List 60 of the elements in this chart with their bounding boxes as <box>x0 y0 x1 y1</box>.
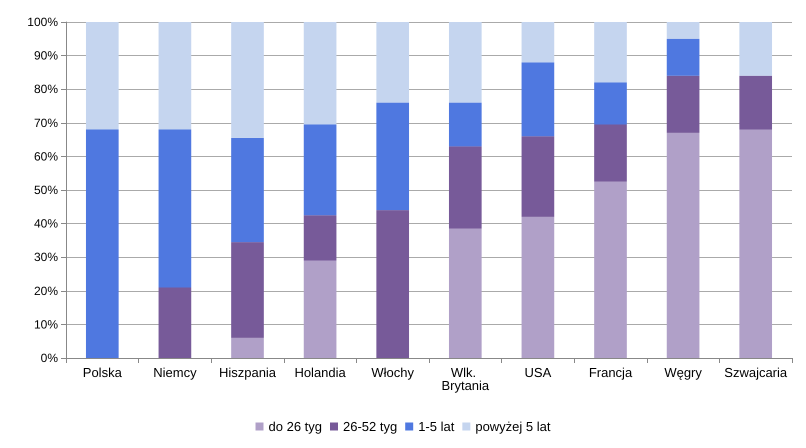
legend-label: 26-52 tyg <box>343 419 398 434</box>
bar <box>448 102 482 146</box>
bar <box>522 216 554 358</box>
bar <box>86 22 119 130</box>
legend-label: do 26 tyg <box>268 419 322 434</box>
x-tick-label: Wlk. Brytania <box>441 365 490 393</box>
bar <box>158 130 192 288</box>
y-tick-label: 100% <box>27 15 58 29</box>
bar <box>376 102 410 210</box>
bar <box>448 146 482 229</box>
bar <box>231 242 264 338</box>
bar <box>739 22 772 76</box>
legend-label: 1-5 lat <box>418 419 455 434</box>
bar <box>231 22 264 138</box>
x-tick-label: Węgry <box>664 365 702 380</box>
bar <box>304 260 336 358</box>
x-tick-label: Włochy <box>371 365 415 380</box>
bar <box>448 228 482 358</box>
bar <box>158 22 192 130</box>
bar <box>158 287 192 358</box>
y-tick-label: 20% <box>34 284 58 298</box>
bar <box>739 76 772 130</box>
bar <box>594 22 627 82</box>
legend-label: powyżej 5 lat <box>475 419 551 434</box>
bar <box>666 132 700 358</box>
y-tick-label: 60% <box>34 149 58 164</box>
bar <box>448 22 482 103</box>
y-tick-label: 0% <box>40 351 58 365</box>
x-tick-label: Polska <box>82 365 123 380</box>
bar <box>594 124 627 182</box>
y-tick-label: 50% <box>34 183 58 197</box>
bar <box>86 130 119 358</box>
x-tick-label: Szwajcaria <box>724 365 788 380</box>
y-tick-label: 80% <box>34 82 58 96</box>
x-tick-label: USA <box>524 365 552 380</box>
bar <box>522 62 554 136</box>
bar <box>594 182 627 358</box>
bar <box>304 22 336 124</box>
bar <box>739 130 772 358</box>
y-tick-label: 70% <box>34 116 58 130</box>
bar <box>231 138 264 242</box>
bar <box>666 22 700 39</box>
bar <box>666 76 700 133</box>
bar <box>304 215 336 261</box>
bar <box>376 22 410 103</box>
x-tick-label: Francja <box>588 365 633 380</box>
bar <box>594 82 627 124</box>
bar <box>666 38 700 76</box>
y-tick-label: 10% <box>34 317 58 332</box>
bar <box>522 136 554 217</box>
bar <box>304 124 336 216</box>
bar <box>376 210 410 358</box>
y-tick-label: 30% <box>34 250 58 264</box>
x-tick-label: Hiszpania <box>218 365 277 380</box>
x-tick-label: Niemcy <box>153 365 198 380</box>
bar <box>231 338 264 358</box>
y-tick-label: 90% <box>34 48 58 63</box>
bar <box>522 22 554 62</box>
x-tick-label: Holandia <box>294 365 347 380</box>
y-tick-label: 40% <box>34 216 58 231</box>
